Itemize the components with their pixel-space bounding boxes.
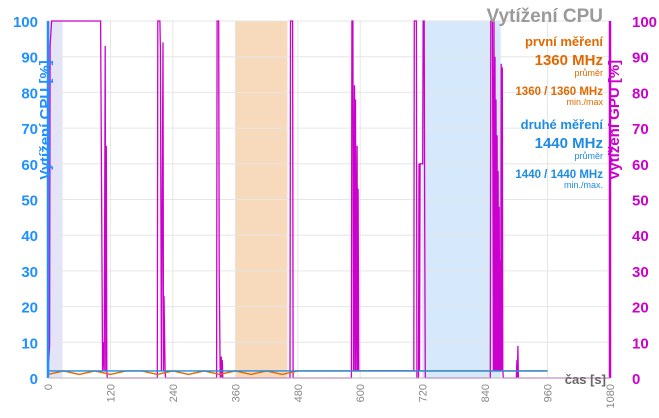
y-tick-label-right: 80 xyxy=(632,85,649,102)
legend-run1-label: první měření xyxy=(524,34,603,49)
y-tick-label-right: 10 xyxy=(632,335,649,352)
x-tick-label: 1080 xyxy=(605,384,617,408)
legend-run1-minmax-label: min./max xyxy=(566,97,603,107)
legend-run1-avg-label: průměr xyxy=(574,68,603,78)
y-tick-label-left: 30 xyxy=(21,264,38,281)
y-tick-label-right: 40 xyxy=(632,228,649,245)
legend-run2-minmax-label: min./max. xyxy=(563,180,603,190)
x-tick-label: 240 xyxy=(168,384,180,402)
y-tick-label-left: 40 xyxy=(21,228,38,245)
y-tick-label-right: 30 xyxy=(632,264,649,281)
x-tick-label: 480 xyxy=(293,384,305,402)
legend-run1-freq: 1360 MHz xyxy=(534,52,603,69)
y-tick-label-right: 0 xyxy=(632,371,640,388)
x-tick-label: 960 xyxy=(543,384,555,402)
y-tick-label-left: 50 xyxy=(21,193,38,210)
y-tick-label-left: 20 xyxy=(21,300,38,317)
y-tick-label-left: 10 xyxy=(21,335,38,352)
x-tick-label: 600 xyxy=(355,384,367,402)
legend-run2-label: druhé měření xyxy=(520,117,603,132)
x-tick-label: 0 xyxy=(43,384,55,390)
legend-run1-minmax: 1360 / 1360 MHz xyxy=(515,86,603,98)
legend: Vytížení CPU první měření 1360 MHz průmě… xyxy=(487,6,604,190)
y-tick-label-left: 70 xyxy=(21,121,38,138)
x-tick-label: 720 xyxy=(418,384,430,402)
x-axis-label: čas [s] xyxy=(565,372,606,387)
legend-run2-avg-label: průměr xyxy=(574,151,603,161)
x-tick-label: 840 xyxy=(480,384,492,402)
y-tick-label-left: 80 xyxy=(21,85,38,102)
legend-run2-freq: 1440 MHz xyxy=(534,135,603,152)
y-tick-label-right: 50 xyxy=(632,193,649,210)
y-tick-label-right: 100 xyxy=(632,14,657,31)
y-axis-label-left: Vytížení CPU [%] xyxy=(37,60,54,179)
y-tick-label-left: 60 xyxy=(21,157,38,174)
y-tick-label-left: 0 xyxy=(30,371,38,388)
y-tick-label-right: 20 xyxy=(632,300,649,317)
series-line-1 xyxy=(47,20,610,379)
x-tick-label: 120 xyxy=(105,384,117,402)
y-axis-label-right: Vytížení GPU [%] xyxy=(606,60,623,180)
y-tick-label-right: 60 xyxy=(632,157,649,174)
y-tick-label-left: 90 xyxy=(21,50,38,67)
legend-run2-minmax: 1440 / 1440 MHz xyxy=(515,169,603,181)
y-tick-label-right: 90 xyxy=(632,50,649,67)
y-tick-label-right: 70 xyxy=(632,121,649,138)
chart-title: Vytížení CPU xyxy=(486,6,604,27)
y-tick-label-left: 100 xyxy=(13,14,38,31)
x-tick-label: 360 xyxy=(230,384,242,402)
